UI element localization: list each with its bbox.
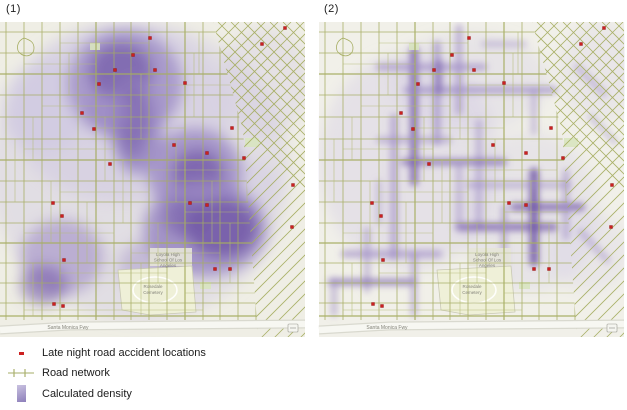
density-swatch-icon	[16, 385, 26, 402]
legend-label-accidents: Late night road accident locations	[42, 347, 206, 359]
panel-2-label: (2)	[324, 3, 339, 15]
svg-text:School Of Los: School Of Los	[154, 258, 183, 263]
road-network-icon	[8, 369, 34, 377]
svg-text:Cemetery: Cemetery	[462, 290, 482, 295]
accident-point-icon	[18, 351, 24, 355]
svg-text:Rosedale: Rosedale	[462, 284, 482, 289]
legend-row-accidents: Late night road accident locations	[0, 346, 206, 360]
legend-label-density: Calculated density	[42, 387, 132, 400]
panel-1-label: (1)	[6, 3, 21, 15]
svg-text:Cemetery: Cemetery	[143, 290, 163, 295]
legend-row-density: Calculated density	[0, 384, 132, 403]
svg-text:Loyola High: Loyola High	[475, 252, 499, 257]
svg-text:Santa Monica Fwy: Santa Monica Fwy	[47, 325, 89, 331]
svg-text:Rosedale: Rosedale	[143, 284, 163, 289]
svg-text:School Of Los: School Of Los	[473, 258, 502, 263]
legend-row-road-network: Road network	[0, 366, 110, 380]
svg-text:Loyola High: Loyola High	[156, 252, 180, 257]
svg-text:Angeles: Angeles	[160, 263, 177, 268]
svg-text:Santa Monica Fwy: Santa Monica Fwy	[366, 325, 408, 331]
svg-text:Angeles: Angeles	[479, 263, 496, 268]
legend-label-road-network: Road network	[42, 367, 110, 379]
